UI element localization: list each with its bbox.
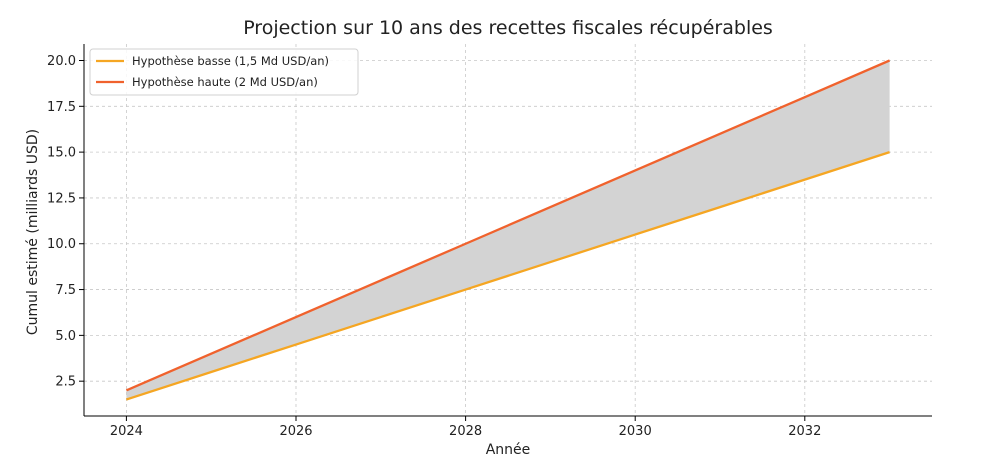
- series-line-low: [126, 151, 890, 401]
- x-tick-label: 2032: [788, 424, 821, 439]
- x-axis-title: Année: [486, 442, 531, 458]
- y-tick-label: 15.0: [47, 146, 76, 161]
- y-tick-label: 12.5: [47, 191, 76, 206]
- range-band: [126, 60, 890, 400]
- legend-box: [89, 48, 359, 96]
- series-line-high: [125, 59, 891, 392]
- series-lines: [125, 59, 891, 401]
- y-tick-label: 10.0: [47, 237, 76, 252]
- tick-labels: 2024 2026 2028 2030 2032 2.5 5.0 7.5 10.0 12.5 15.…: [47, 54, 821, 439]
- chart-title: Projection sur 10 ans des recettes fisca…: [243, 17, 773, 39]
- legend: Hypothèse basse (1,5 Md USD/an) Hypothèse…: [89, 48, 359, 96]
- legend-label: Hypothèse basse (1,5 Md USD/an): [132, 54, 329, 68]
- y-tick-label: 7.5: [55, 283, 76, 298]
- legend-label: Hypothèse haute (2 Md USD/an): [132, 75, 318, 89]
- x-tick-label: 2026: [279, 424, 312, 439]
- y-tick-label: 17.5: [47, 100, 76, 115]
- y-tick-label: 5.0: [55, 329, 76, 344]
- y-tick-label: 20.0: [47, 54, 76, 69]
- x-tick-label: 2028: [449, 424, 482, 439]
- x-tick-label: 2030: [619, 424, 652, 439]
- y-axis-title: Cumul estimé (milliards USD): [25, 129, 41, 335]
- x-tick-label: 2024: [110, 424, 143, 439]
- y-tick-label: 2.5: [55, 375, 76, 390]
